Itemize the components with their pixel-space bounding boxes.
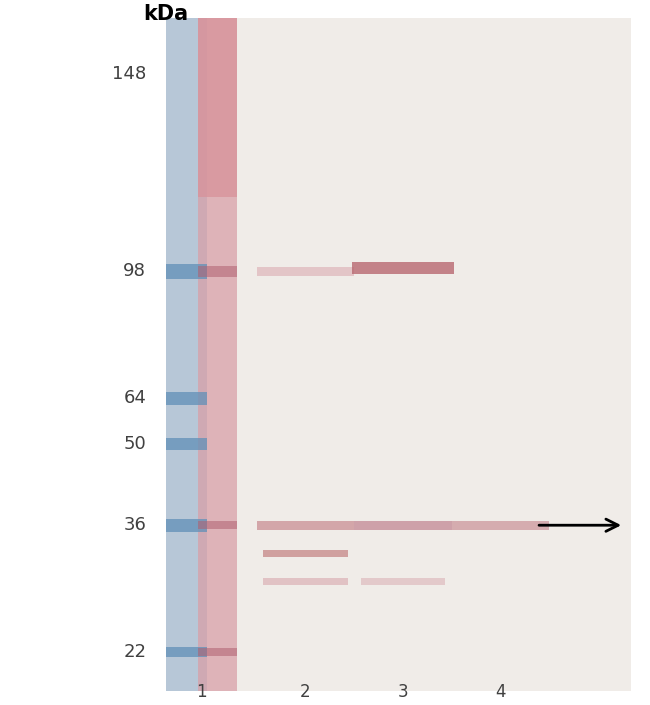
Bar (257, 520, 354, 530)
Text: 98: 98 (124, 262, 146, 281)
Text: 2: 2 (300, 683, 311, 701)
Bar (263, 578, 348, 585)
Bar (166, 18, 207, 691)
Bar (198, 18, 237, 691)
Bar (166, 392, 207, 405)
Text: kDa: kDa (143, 4, 188, 23)
Text: 1: 1 (196, 683, 207, 701)
Text: 22: 22 (124, 643, 146, 661)
Bar (198, 18, 237, 197)
Text: 50: 50 (124, 435, 146, 453)
Bar (166, 438, 207, 450)
Text: 148: 148 (112, 65, 146, 83)
Text: 3: 3 (398, 683, 408, 701)
Bar (257, 267, 354, 276)
Bar (198, 521, 237, 529)
Bar (166, 647, 207, 657)
Bar (198, 266, 237, 277)
Bar (352, 262, 454, 274)
Bar (263, 550, 348, 557)
Bar (166, 264, 207, 279)
Bar (166, 18, 630, 691)
Bar (354, 520, 452, 530)
Bar (452, 520, 549, 530)
Text: 36: 36 (124, 516, 146, 534)
Bar (198, 648, 237, 656)
Text: 64: 64 (124, 389, 146, 407)
Bar (361, 578, 445, 585)
Bar (166, 519, 207, 532)
Text: 4: 4 (495, 683, 506, 701)
